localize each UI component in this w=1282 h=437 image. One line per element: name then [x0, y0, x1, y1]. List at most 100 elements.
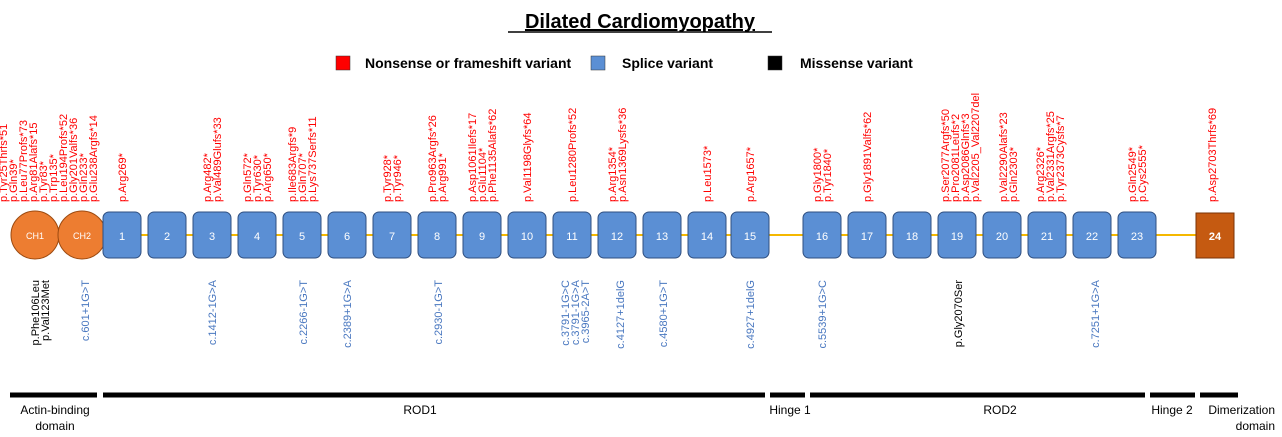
- region-label: Hinge 2: [1151, 403, 1193, 417]
- exon: [1195, 212, 1235, 259]
- variant-below: c.2389+1G>A: [342, 279, 354, 348]
- exon: [982, 211, 1022, 259]
- nonsense-variant: p.Tyr630*: [252, 154, 264, 202]
- variant-below: p.Gly2070Ser: [953, 280, 965, 348]
- exon-label: 7: [389, 231, 395, 243]
- variant-below: c.7251+1G>A: [1090, 279, 1102, 348]
- nonsense-variant: p.Asp2703Thrfs*69: [1207, 108, 1219, 202]
- exon: [802, 211, 842, 259]
- region-label: domain: [35, 419, 74, 433]
- nonsense-variant: p.Val489Glufs*33: [212, 117, 224, 202]
- exon: [730, 211, 770, 259]
- nonsense-variant: p.Asn1369Lysfs*36: [617, 108, 629, 202]
- nonsense-variant: p.Lys737Serfs*11: [307, 116, 319, 202]
- variant-below: c.601+1G>T: [80, 280, 92, 341]
- exon: [102, 211, 142, 259]
- variant-below: c.2930-1G>T: [433, 280, 445, 345]
- nonsense-variant: p.Gly1891Valfs*62: [862, 112, 874, 202]
- nonsense-variant: p.Tyr25Thrfs*51: [0, 124, 10, 202]
- exon: [1027, 211, 1067, 259]
- variant-below: c.3965-2A>T: [580, 280, 592, 344]
- exon: [552, 211, 592, 259]
- variant-below: c.2266-1G>T: [298, 280, 310, 345]
- variant-below: c.4580+1G>T: [658, 280, 670, 348]
- nonsense-variant: p.Arg1354*: [607, 146, 619, 202]
- nonsense-variant: p.Val2205_Val2207del: [970, 93, 982, 202]
- exon: [937, 211, 977, 259]
- legend-label: Missense variant: [800, 55, 913, 71]
- exon-label: 2: [164, 231, 170, 243]
- exon-label: 12: [611, 231, 623, 243]
- nonsense-variant: p.Gly1800*: [812, 147, 824, 202]
- exon-label: 6: [344, 231, 350, 243]
- legend-label: Splice variant: [622, 55, 713, 71]
- nonsense-variant: p.Gln2303*: [1008, 146, 1020, 202]
- exon: [507, 211, 547, 259]
- region-label: Dimerization: [1208, 403, 1275, 417]
- variant-below: c.4127+1delG: [615, 280, 627, 349]
- nonsense-variant: p.Leu77Profs*73: [18, 120, 30, 202]
- nonsense-variant: p.Val1198Glyfs*64: [522, 113, 534, 202]
- exon-label: 22: [1086, 231, 1098, 243]
- exon: [597, 211, 637, 259]
- region-label: Actin-binding: [20, 403, 89, 417]
- nonsense-variant: p.Arg482*: [202, 152, 214, 202]
- legend-label: Nonsense or frameshift variant: [365, 55, 572, 71]
- exon-label: 3: [209, 231, 215, 243]
- nonsense-variant: p.Glu238Argfs*14: [88, 115, 100, 202]
- nonsense-variant: p.Arg991*: [437, 152, 449, 202]
- nonsense-variant: p.Pro2081Leufs*2: [950, 114, 962, 202]
- exon: [147, 211, 187, 259]
- exon: [462, 211, 502, 259]
- variant-below: c.5539+1G>C: [817, 280, 829, 349]
- exon-label: 19: [951, 231, 963, 243]
- nonsense-variant: p.Tyr83*: [38, 160, 50, 202]
- nonsense-variant: p.Arg2326*: [1035, 146, 1047, 202]
- nonsense-variant: p.Gln707*: [297, 152, 309, 202]
- nonsense-variant: p.Ser2077Argfs*50: [940, 109, 952, 202]
- nonsense-variant: p.Asp1061Ilefs*17: [467, 113, 479, 202]
- nonsense-variant: p.Cys2555*: [1137, 144, 1149, 202]
- nonsense-variant: p.Asp2086Glnfs*3: [960, 113, 972, 202]
- exon-label: 17: [861, 231, 873, 243]
- nonsense-variant: p.Arg81Alafs*15: [28, 123, 40, 203]
- nonsense-variant: p.Leu1280Profs*52: [567, 108, 579, 202]
- nonsense-variant: p.Glu1104*: [477, 147, 489, 202]
- nonsense-variant: p.Val2331Argfs*25: [1045, 111, 1057, 202]
- exon-label: 14: [701, 231, 713, 243]
- nonsense-variant: p.Arg269*: [117, 152, 129, 202]
- ch-label: CH1: [26, 231, 44, 241]
- exon: [372, 211, 412, 259]
- nonsense-variant: p.Gln39*: [8, 158, 20, 202]
- exon-label: 23: [1131, 231, 1143, 243]
- legend-swatch: [335, 55, 351, 71]
- exon: [847, 211, 887, 259]
- exon-label: 21: [1041, 231, 1053, 243]
- exon: [1117, 211, 1157, 259]
- region-label: domain: [1236, 419, 1275, 433]
- exon-label: 8: [434, 231, 440, 243]
- nonsense-variant: p.Gln233*: [78, 152, 90, 202]
- legend-swatch: [767, 55, 783, 71]
- exon-label: 10: [521, 231, 533, 243]
- exon: [282, 211, 322, 259]
- variant-below: c.3791-1G>A: [570, 279, 582, 345]
- ch-label: CH2: [73, 231, 91, 241]
- exon: [642, 211, 682, 259]
- nonsense-variant: p.Leu1573*: [702, 145, 714, 202]
- exon: [1072, 211, 1112, 259]
- nonsense-variant: p.Tyr1840*: [822, 148, 834, 202]
- variant-below: p.Phe106Leu: [30, 280, 42, 345]
- nonsense-variant: p.Pro963Argfs*26: [427, 115, 439, 202]
- nonsense-variant: p.Val2290Alafs*23: [998, 112, 1010, 202]
- nonsense-variant: p.Gln572*: [242, 152, 254, 202]
- exon-label: 5: [299, 231, 305, 243]
- exon-label: 16: [816, 231, 828, 243]
- nonsense-variant: p.Phe1135Alafs*62: [487, 109, 499, 202]
- region-label: ROD2: [983, 403, 1017, 417]
- exon: [417, 211, 457, 259]
- exon-label: 15: [744, 231, 756, 243]
- exon-label: 20: [996, 231, 1008, 243]
- exon: [192, 211, 232, 259]
